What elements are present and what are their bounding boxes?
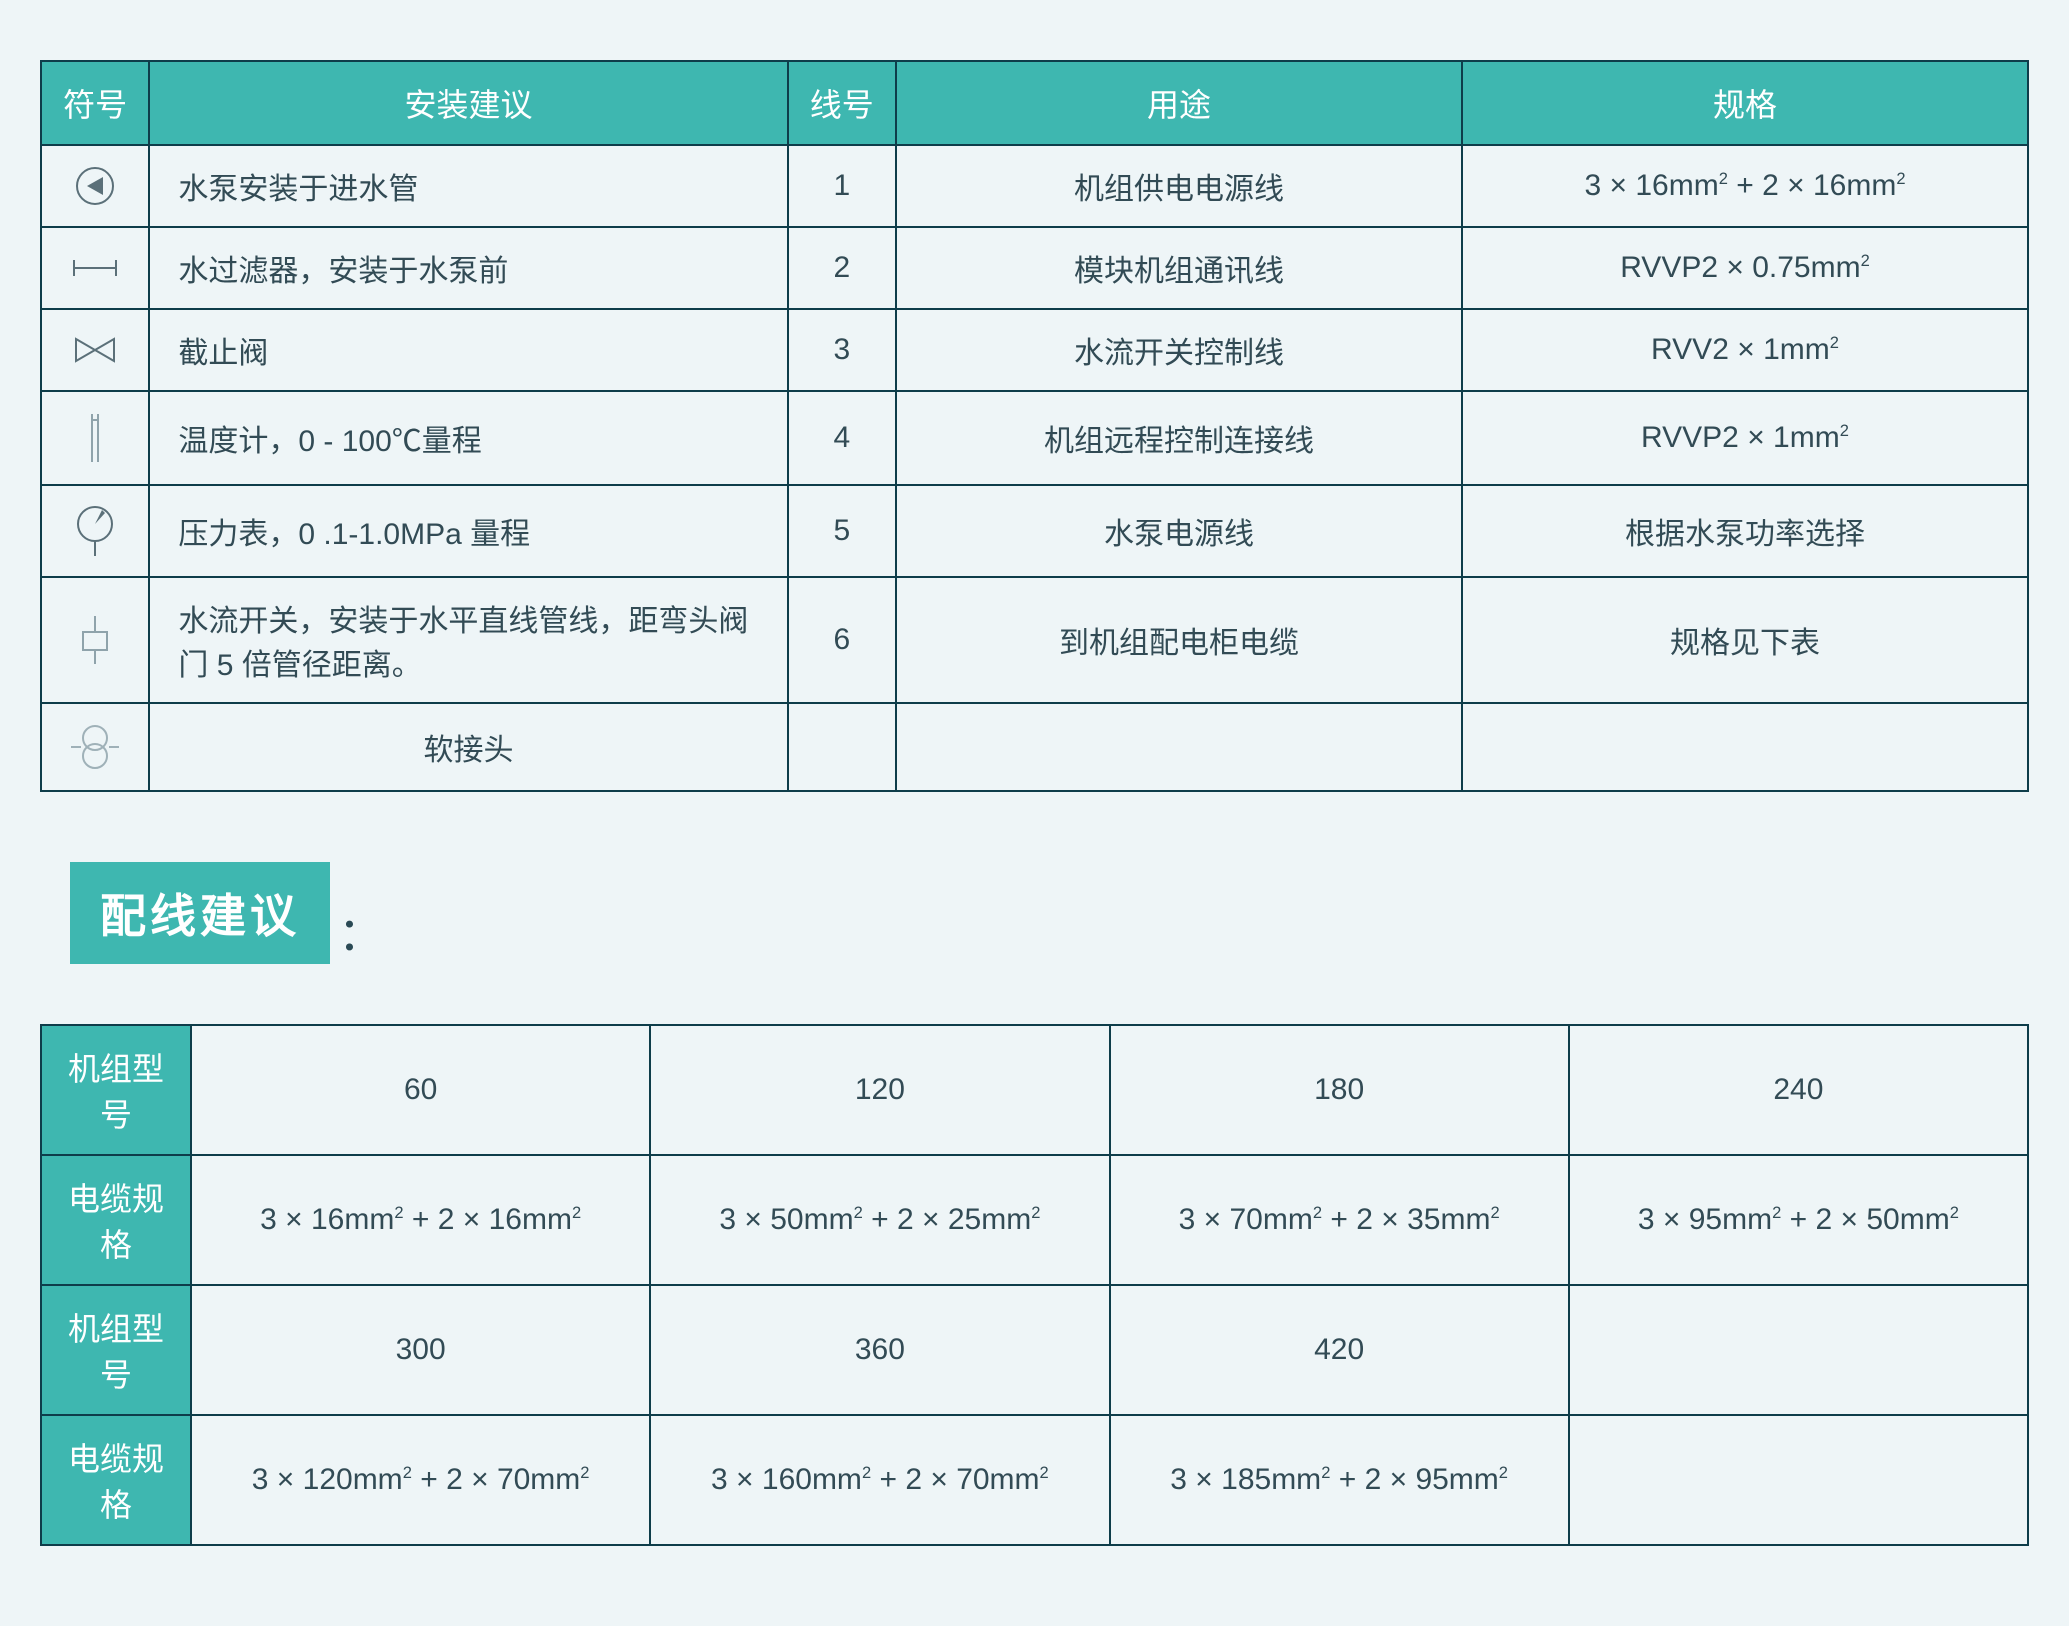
cable-cell: 3 × 50mm2 + 2 × 25mm2 [650, 1155, 1109, 1285]
spec-cell: 根据水泵功率选择 [1462, 485, 2028, 577]
model-cell: 300 [191, 1285, 650, 1415]
install-cell: 截止阀 [149, 309, 787, 391]
cable-cell [1569, 1415, 2028, 1545]
usage-cell: 机组远程控制连接线 [896, 391, 1462, 485]
table-row: 电缆规格3 × 120mm2 + 2 × 70mm23 × 160mm2 + 2… [41, 1415, 2028, 1545]
pressure-gauge-icon [41, 485, 149, 577]
table-row: 截止阀3水流开关控制线RVV2 × 1mm2 [41, 309, 2028, 391]
cable-cell: 3 × 160mm2 + 2 × 70mm2 [650, 1415, 1109, 1545]
flow-switch-icon [41, 577, 149, 703]
wiring-section-heading: 配线建议： [70, 862, 2029, 964]
wiring-section-title: 配线建议 [70, 862, 330, 964]
wiring-table: 机组型号60120180240电缆规格3 × 16mm2 + 2 × 16mm2… [40, 1024, 2029, 1546]
filter-icon [41, 227, 149, 309]
table-row: 水过滤器，安装于水泵前2模块机组通讯线RVVP2 × 0.75mm2 [41, 227, 2028, 309]
thermometer-icon [41, 391, 149, 485]
table-row: 水泵安装于进水管1机组供电电源线3 × 16mm2 + 2 × 16mm2 [41, 145, 2028, 227]
line-no-cell: 2 [788, 227, 896, 309]
install-cell: 软接头 [149, 703, 787, 791]
col-install: 安装建议 [149, 61, 787, 145]
line-no-cell: 6 [788, 577, 896, 703]
flex-joint-icon [41, 703, 149, 791]
install-cell: 水过滤器，安装于水泵前 [149, 227, 787, 309]
spec-cell: RVVP2 × 1mm2 [1462, 391, 2028, 485]
spec-cell: 规格见下表 [1462, 577, 2028, 703]
spec-cell: 3 × 16mm2 + 2 × 16mm2 [1462, 145, 2028, 227]
col-usage: 用途 [896, 61, 1462, 145]
row-label-cable: 电缆规格 [41, 1415, 191, 1545]
spec-cell: RVVP2 × 0.75mm2 [1462, 227, 2028, 309]
install-cell: 压力表，0 .1-1.0MPa 量程 [149, 485, 787, 577]
install-cell: 温度计，0 - 100℃量程 [149, 391, 787, 485]
model-cell: 240 [1569, 1025, 2028, 1155]
row-label-model: 机组型号 [41, 1025, 191, 1155]
row-label-model: 机组型号 [41, 1285, 191, 1415]
model-cell: 360 [650, 1285, 1109, 1415]
col-symbol: 符号 [41, 61, 149, 145]
usage-cell: 模块机组通讯线 [896, 227, 1462, 309]
cable-cell: 3 × 185mm2 + 2 × 95mm2 [1110, 1415, 1569, 1545]
col-spec: 规格 [1462, 61, 2028, 145]
installation-table-body: 水泵安装于进水管1机组供电电源线3 × 16mm2 + 2 × 16mm2水过滤… [41, 145, 2028, 791]
table-row: 电缆规格3 × 16mm2 + 2 × 16mm23 × 50mm2 + 2 ×… [41, 1155, 2028, 1285]
spec-cell: RVV2 × 1mm2 [1462, 309, 2028, 391]
usage-cell: 水流开关控制线 [896, 309, 1462, 391]
stop-valve-icon [41, 309, 149, 391]
model-cell [1569, 1285, 2028, 1415]
spec-cell [1462, 703, 2028, 791]
usage-cell [896, 703, 1462, 791]
cable-cell: 3 × 95mm2 + 2 × 50mm2 [1569, 1155, 2028, 1285]
model-cell: 60 [191, 1025, 650, 1155]
table-row: 温度计，0 - 100℃量程4机组远程控制连接线RVVP2 × 1mm2 [41, 391, 2028, 485]
line-no-cell: 4 [788, 391, 896, 485]
install-cell: 水流开关，安装于水平直线管线，距弯头阀门 5 倍管径距离。 [149, 577, 787, 703]
usage-cell: 到机组配电柜电缆 [896, 577, 1462, 703]
col-line: 线号 [788, 61, 896, 145]
model-cell: 420 [1110, 1285, 1569, 1415]
table-row: 水流开关，安装于水平直线管线，距弯头阀门 5 倍管径距离。6到机组配电柜电缆规格… [41, 577, 2028, 703]
table-row: 机组型号60120180240 [41, 1025, 2028, 1155]
model-cell: 120 [650, 1025, 1109, 1155]
cable-cell: 3 × 70mm2 + 2 × 35mm2 [1110, 1155, 1569, 1285]
table-row: 机组型号300360420 [41, 1285, 2028, 1415]
usage-cell: 水泵电源线 [896, 485, 1462, 577]
row-label-cable: 电缆规格 [41, 1155, 191, 1285]
line-no-cell [788, 703, 896, 791]
cable-cell: 3 × 16mm2 + 2 × 16mm2 [191, 1155, 650, 1285]
line-no-cell: 5 [788, 485, 896, 577]
line-no-cell: 3 [788, 309, 896, 391]
installation-table-head: 符号 安装建议 线号 用途 规格 [41, 61, 2028, 145]
pump-triangle-icon [41, 145, 149, 227]
table-row: 压力表，0 .1-1.0MPa 量程5水泵电源线根据水泵功率选择 [41, 485, 2028, 577]
installation-table: 符号 安装建议 线号 用途 规格 水泵安装于进水管1机组供电电源线3 × 16m… [40, 60, 2029, 792]
table-row: 软接头 [41, 703, 2028, 791]
install-cell: 水泵安装于进水管 [149, 145, 787, 227]
wiring-table-body: 机组型号60120180240电缆规格3 × 16mm2 + 2 × 16mm2… [41, 1025, 2028, 1545]
colon-icon: ： [338, 908, 384, 960]
model-cell: 180 [1110, 1025, 1569, 1155]
line-no-cell: 1 [788, 145, 896, 227]
usage-cell: 机组供电电源线 [896, 145, 1462, 227]
cable-cell: 3 × 120mm2 + 2 × 70mm2 [191, 1415, 650, 1545]
